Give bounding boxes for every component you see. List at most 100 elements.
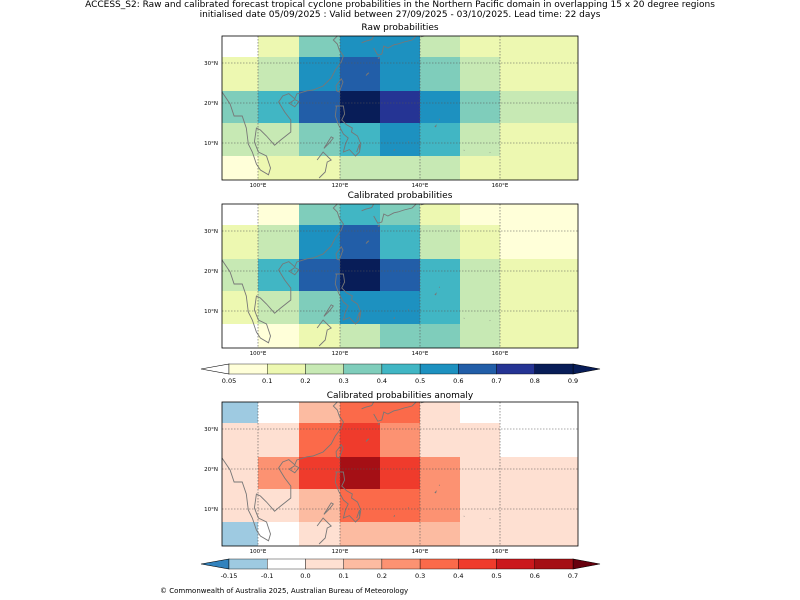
x-tick-label: 100°E	[250, 183, 267, 189]
heatmap-cell	[420, 522, 460, 546]
heatmap-cell	[460, 423, 500, 457]
heatmap-cell	[340, 156, 380, 180]
heatmap-cell	[299, 225, 340, 259]
heatmap-cell	[340, 259, 380, 291]
y-tick-label: 30°N	[204, 427, 218, 433]
heatmap-cell	[420, 225, 460, 259]
heatmap-cell	[420, 91, 460, 123]
probability-colorbar: 0.05 0.1 0.2 0.3 0.4 0.5 0.6 0.7 0.8 0.9	[200, 363, 601, 385]
heatmap-cell	[420, 324, 460, 348]
colorbar-label: 0.6	[453, 377, 463, 385]
heatmap-cell	[500, 36, 578, 57]
heatmap-cell	[222, 91, 258, 123]
heatmap-cell	[380, 123, 420, 156]
plot-frame	[221, 35, 579, 181]
coastline-segment	[221, 401, 344, 542]
heatmap-cell	[222, 457, 258, 489]
colorbar-label: 0.7	[491, 377, 501, 385]
colorbar-swatch	[381, 363, 421, 375]
heatmap-cell	[258, 324, 299, 348]
heatmap-cell	[380, 423, 420, 457]
heatmap-cell	[460, 225, 500, 259]
coastline-segment	[365, 240, 370, 244]
colorbar-swatch	[534, 363, 574, 375]
coastline-segment	[335, 245, 344, 261]
heatmap-cell	[380, 204, 420, 225]
heatmap-cell	[500, 423, 578, 457]
heatmap-cell	[460, 156, 500, 180]
y-tick-label: 10°N	[204, 141, 218, 147]
heatmap-cell	[258, 36, 299, 57]
copyright-text: © Commonwealth of Australia 2025, Austra…	[160, 587, 409, 595]
x-tick-label: 140°E	[412, 351, 429, 357]
coastline-segment	[361, 203, 375, 212]
coastline-segment	[434, 292, 437, 296]
coastline-segment	[323, 136, 334, 149]
colorbar-under-extend	[200, 558, 230, 570]
heatmap-cell	[380, 57, 420, 91]
coastline-segment	[356, 143, 360, 153]
heatmap-cell	[222, 522, 258, 546]
coastline-segment	[373, 203, 417, 224]
heatmap-cell	[380, 156, 420, 180]
heatmap-cell	[500, 291, 578, 324]
heatmap-cell	[222, 204, 258, 225]
heatmap-cell	[258, 156, 299, 180]
x-tick-label: 100°E	[250, 351, 267, 357]
figure-title-line1: ACCESS_S2: Raw and calibrated forecast t…	[85, 0, 715, 10]
x-tick-label: 120°E	[332, 351, 349, 357]
colorbar-swatch	[305, 558, 344, 570]
plot-frame	[221, 203, 579, 349]
heatmap-cell	[380, 324, 420, 348]
heatmap-cell	[340, 91, 380, 123]
heatmap-cell	[258, 91, 299, 123]
heatmap-cell	[299, 457, 340, 489]
heatmap-cell	[258, 225, 299, 259]
raw-probabilities-plot: 100°E 120°E 140°E 160°E 30°N 20°N 10°N	[204, 35, 579, 189]
heatmap-cell	[222, 36, 258, 57]
coastline	[221, 35, 491, 179]
calibrated-anomaly-plot: 100°E 120°E 140°E 160°E 30°N 20°N 10°N	[204, 401, 579, 555]
heatmap-cell	[460, 91, 500, 123]
x-tick-label: 140°E	[412, 183, 429, 189]
coastline-segment	[361, 401, 375, 410]
heatmap-cell	[380, 402, 420, 423]
colorbar-label: 0.9	[568, 377, 578, 385]
colorbar-label: -0.15	[221, 572, 238, 580]
heatmap-cell	[500, 324, 578, 348]
heatmap-cell	[299, 423, 340, 457]
heatmap-cell	[500, 91, 578, 123]
colorbar-swatch	[343, 558, 383, 570]
heatmap-cell	[299, 259, 340, 291]
heatmap-cell	[460, 259, 500, 291]
heatmap-cell	[340, 57, 380, 91]
heatmap-cell	[460, 291, 500, 324]
heatmap-cell	[380, 291, 420, 324]
coastline-segment	[221, 35, 344, 176]
anomaly-colorbar: -0.15 -0.1 0.0 0.1 0.2 0.3 0.4 0.5 0.6 0.7	[200, 558, 601, 580]
coastline-segment	[434, 124, 437, 128]
coastline-segment	[334, 273, 362, 325]
coastline-segment	[288, 267, 300, 276]
colorbar-label: 0.8	[530, 377, 540, 385]
colorbar-swatch	[496, 363, 535, 375]
coastline-segment	[221, 203, 344, 344]
coastline-segment	[335, 443, 344, 459]
heatmap-cell	[258, 291, 299, 324]
heatmap-cell	[340, 522, 380, 546]
heatmap-cell	[500, 123, 578, 156]
coastline-segment	[288, 99, 300, 108]
coastline-segment	[361, 35, 375, 44]
colorbar-over-extend	[572, 363, 601, 375]
coastline-segment	[377, 422, 381, 426]
panel-title-raw: Raw probabilities	[361, 23, 439, 33]
coastline-segment	[334, 105, 362, 157]
heatmap-cell	[299, 291, 340, 324]
coastline-segment	[377, 224, 381, 228]
heatmap-cell	[380, 522, 420, 546]
heatmap-cell	[380, 457, 420, 489]
colorbar-label: 0.5	[491, 572, 501, 580]
coastline-segment	[373, 35, 417, 56]
heatmap-cell	[500, 522, 578, 546]
heatmap-cell	[420, 457, 460, 489]
